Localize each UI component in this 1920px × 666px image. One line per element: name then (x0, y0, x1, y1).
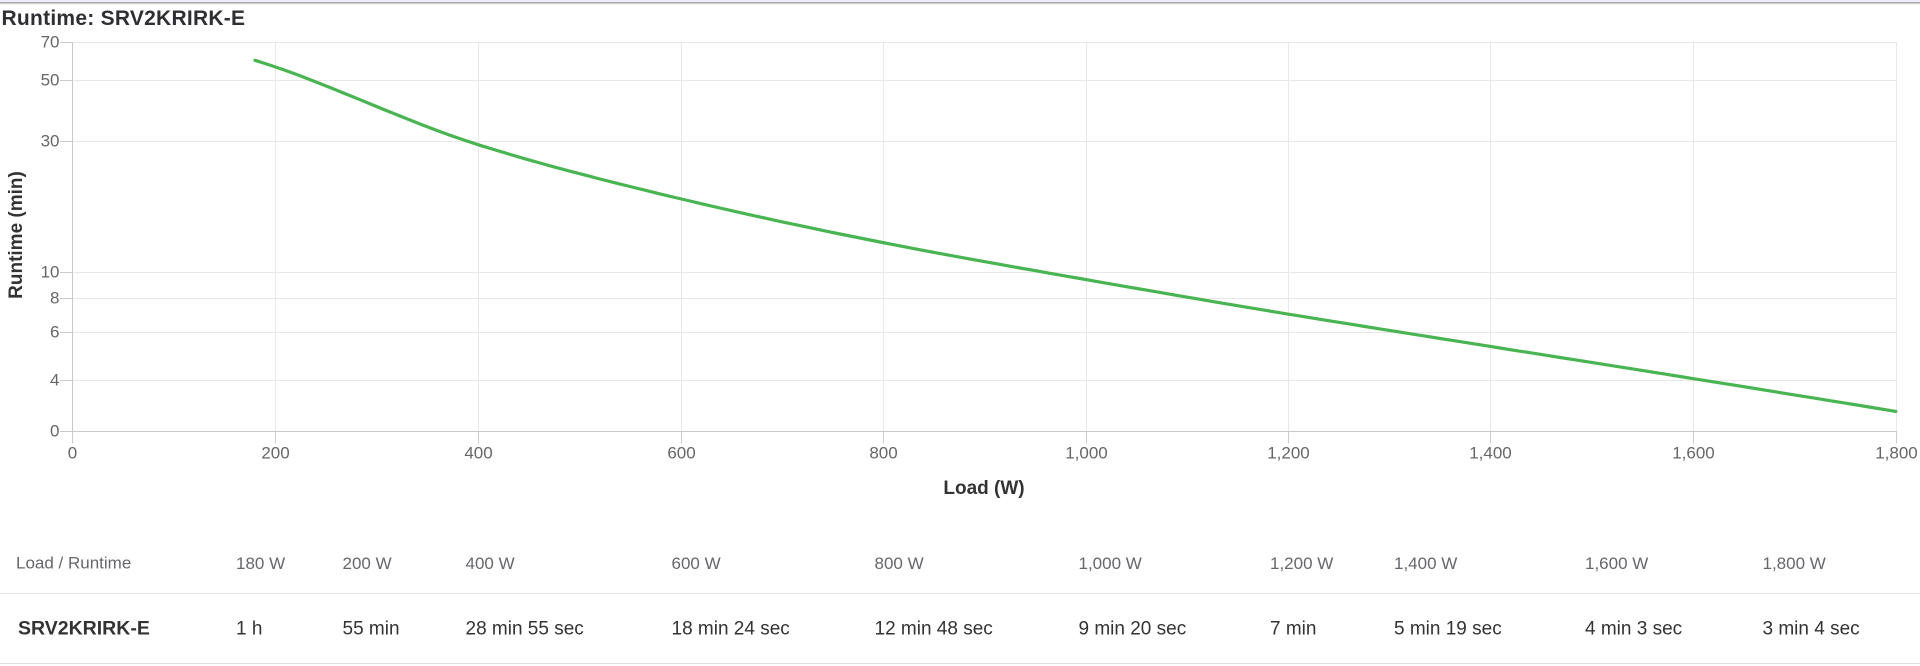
svg-text:8: 8 (50, 288, 59, 307)
svg-text:1,600: 1,600 (1672, 444, 1715, 463)
svg-text:Runtime: SRV2KRIRK-E: Runtime: SRV2KRIRK-E (2, 7, 246, 30)
svg-text:18 min 24 sec: 18 min 24 sec (672, 619, 790, 640)
svg-text:1,400: 1,400 (1469, 444, 1512, 463)
svg-text:200 W: 200 W (343, 554, 392, 573)
svg-text:1,800 W: 1,800 W (1763, 554, 1826, 573)
svg-text:1,200: 1,200 (1267, 444, 1310, 463)
svg-text:Runtime (min): Runtime (min) (6, 171, 27, 299)
svg-text:12 min 48 sec: 12 min 48 sec (875, 619, 993, 640)
svg-text:0: 0 (50, 421, 59, 440)
svg-text:9 min 20 sec: 9 min 20 sec (1079, 619, 1187, 640)
svg-text:28 min 55 sec: 28 min 55 sec (466, 619, 584, 640)
svg-text:Load (W): Load (W) (943, 478, 1024, 499)
svg-text:SRV2KRIRK-E: SRV2KRIRK-E (18, 618, 150, 640)
svg-text:1,800: 1,800 (1875, 444, 1918, 463)
svg-text:800 W: 800 W (875, 554, 924, 573)
svg-text:5 min 19 sec: 5 min 19 sec (1394, 619, 1502, 640)
svg-text:180 W: 180 W (236, 554, 285, 573)
svg-text:1 h: 1 h (236, 619, 262, 640)
svg-text:4 min 3 sec: 4 min 3 sec (1585, 619, 1682, 640)
svg-text:1,600 W: 1,600 W (1585, 554, 1648, 573)
svg-text:200: 200 (261, 444, 289, 463)
svg-text:1,400 W: 1,400 W (1394, 554, 1457, 573)
svg-text:600: 600 (667, 444, 695, 463)
svg-text:4: 4 (50, 370, 59, 389)
svg-text:Load / Runtime: Load / Runtime (16, 554, 131, 573)
svg-text:800: 800 (869, 444, 897, 463)
svg-text:55 min: 55 min (343, 619, 400, 640)
svg-text:400 W: 400 W (466, 554, 515, 573)
svg-text:10: 10 (41, 262, 60, 281)
svg-text:3 min 4 sec: 3 min 4 sec (1763, 619, 1860, 640)
svg-text:600 W: 600 W (672, 554, 721, 573)
svg-text:50: 50 (41, 70, 60, 89)
svg-text:400: 400 (464, 444, 492, 463)
svg-text:1,000: 1,000 (1065, 444, 1108, 463)
svg-text:30: 30 (41, 131, 60, 150)
svg-text:1,000 W: 1,000 W (1079, 554, 1142, 573)
svg-text:1,200 W: 1,200 W (1270, 554, 1333, 573)
svg-text:7 min: 7 min (1270, 619, 1316, 640)
svg-text:6: 6 (50, 322, 59, 341)
svg-text:70: 70 (41, 32, 60, 51)
svg-text:0: 0 (68, 444, 77, 463)
